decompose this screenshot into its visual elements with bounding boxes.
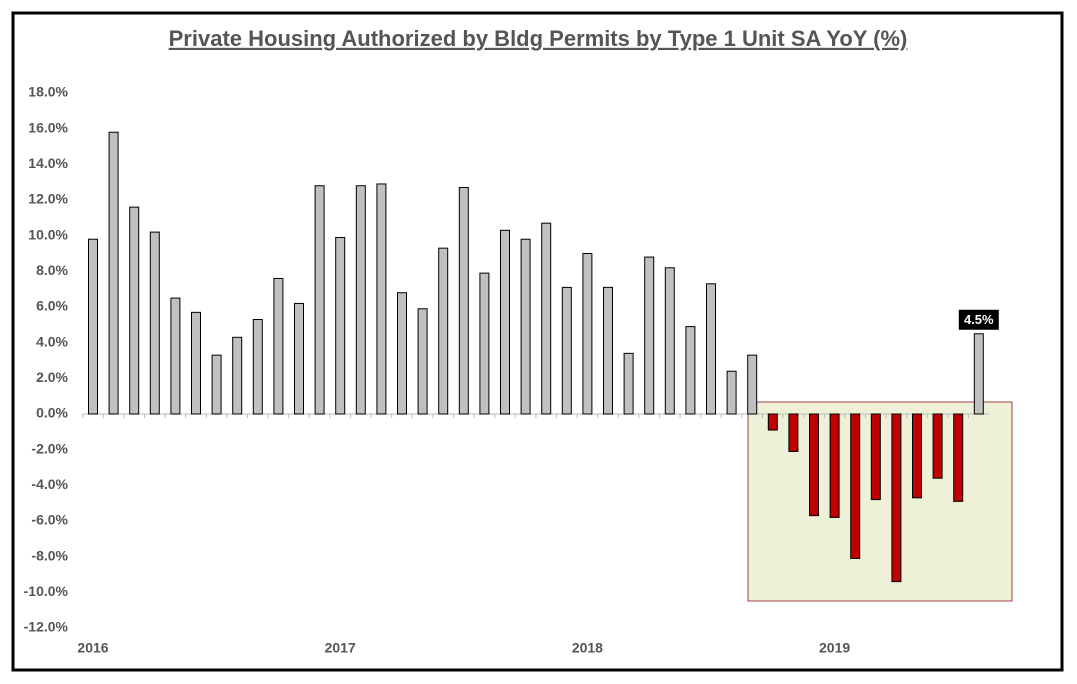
bar <box>376 183 387 415</box>
y-tick-label: 8.0% <box>36 262 68 278</box>
bar <box>912 413 922 499</box>
bar <box>850 413 861 559</box>
bar <box>191 311 201 415</box>
y-tick-label: -12.0% <box>24 619 69 635</box>
y-tick-label: 12.0% <box>28 191 68 207</box>
x-tick-label: 2017 <box>325 640 356 656</box>
bar <box>500 229 510 415</box>
bar <box>314 185 325 415</box>
y-tick-label: 4.0% <box>36 333 68 349</box>
bar <box>623 352 634 415</box>
y-tick-label: 0.0% <box>36 405 68 421</box>
bar <box>129 206 140 415</box>
bar <box>294 302 304 415</box>
bar <box>644 256 655 415</box>
bar <box>273 277 284 415</box>
bar <box>829 413 840 518</box>
bar <box>438 247 449 415</box>
y-tick-label: 14.0% <box>28 155 68 171</box>
bar <box>252 318 263 415</box>
bar <box>870 413 881 501</box>
value-label: 4.5% <box>964 312 994 327</box>
bar <box>170 297 181 415</box>
bar <box>211 354 222 415</box>
bar <box>479 272 490 415</box>
bar <box>706 283 716 415</box>
y-tick-label: -10.0% <box>24 583 69 599</box>
bar <box>664 267 675 415</box>
x-tick-label: 2019 <box>819 640 850 656</box>
y-tick-label: 2.0% <box>36 369 68 385</box>
bar <box>355 185 366 415</box>
x-tick-label: 2016 <box>77 640 108 656</box>
bar <box>149 231 160 415</box>
bar <box>561 286 572 415</box>
bar <box>788 413 799 452</box>
bar <box>520 238 531 415</box>
bar <box>891 413 902 583</box>
y-tick-label: 16.0% <box>28 119 68 135</box>
bar <box>726 370 737 415</box>
bar <box>397 292 407 415</box>
bar <box>767 413 778 431</box>
bar <box>932 413 943 479</box>
y-tick-label: 10.0% <box>28 226 68 242</box>
bar <box>747 354 758 415</box>
bar <box>685 326 696 415</box>
bar <box>953 413 964 502</box>
bar <box>458 187 469 415</box>
bar <box>108 131 119 415</box>
bar <box>809 413 819 517</box>
y-tick-label: -4.0% <box>31 476 68 492</box>
bar <box>417 308 428 415</box>
bar <box>973 333 984 415</box>
chart-title: Private Housing Authorized by Bldg Permi… <box>169 26 908 51</box>
bar <box>603 286 613 415</box>
y-tick-label: 18.0% <box>28 84 68 100</box>
bar <box>541 222 552 415</box>
y-tick-label: -8.0% <box>31 547 68 563</box>
y-tick-label: -2.0% <box>31 440 68 456</box>
bar <box>88 238 98 415</box>
y-tick-label: -6.0% <box>31 512 68 528</box>
x-tick-label: 2018 <box>572 640 603 656</box>
bar <box>582 253 593 415</box>
bar <box>335 236 346 415</box>
y-tick-label: 6.0% <box>36 298 68 314</box>
bar <box>232 336 243 415</box>
value-label-bg <box>958 309 999 330</box>
